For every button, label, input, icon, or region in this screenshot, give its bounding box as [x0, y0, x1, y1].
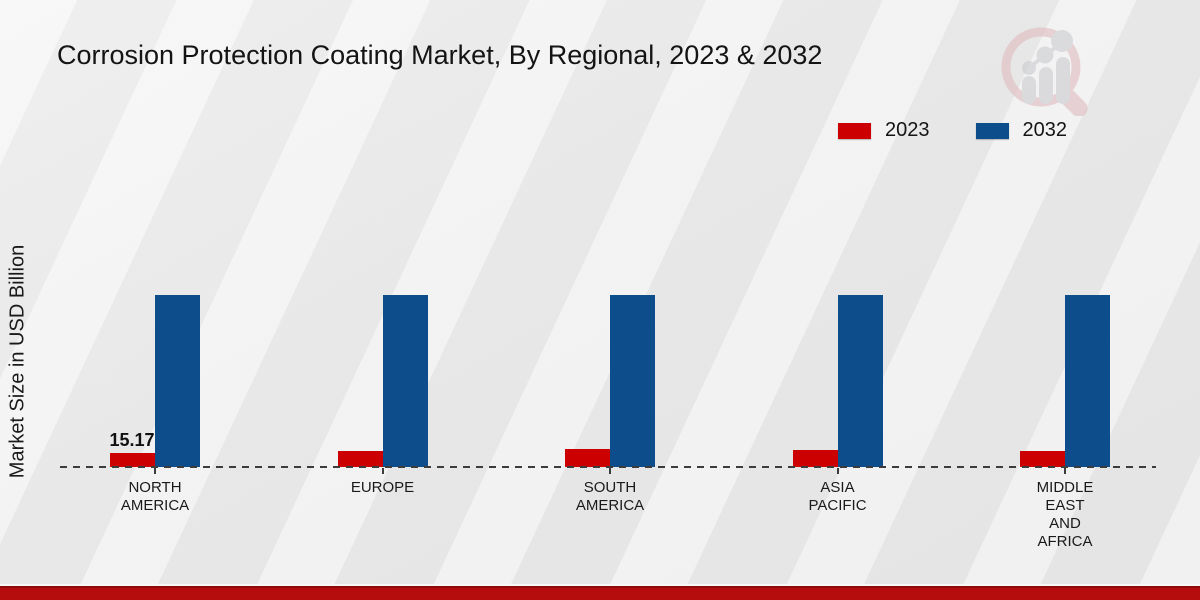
bar-2023-4	[1020, 451, 1065, 467]
category-label-4: MIDDLE EAST AND AFRICA	[1036, 479, 1094, 550]
x-axis-baseline	[60, 466, 1156, 468]
category-label-0: NORTH AMERICA	[120, 479, 190, 514]
bar-2023-3	[792, 450, 838, 467]
bar-2023-2	[565, 449, 610, 467]
bar-2032-3	[837, 295, 883, 467]
legend-label-2032: 2032	[1022, 119, 1068, 141]
category-label-1: EUROPE	[350, 479, 415, 496]
legend-item-2023: 2023	[838, 119, 930, 142]
axis-tick-0	[154, 468, 156, 474]
bar-2023-1	[337, 451, 383, 467]
footer-divider	[0, 584, 1200, 586]
bar-2032-1	[382, 295, 428, 467]
axis-tick-1	[381, 468, 384, 474]
bar-2032-0	[155, 295, 200, 467]
y-axis-label: Market Size in USD Billion	[6, 244, 29, 479]
legend-label-2023: 2023	[885, 119, 930, 141]
legend-item-2032: 2032	[975, 119, 1068, 142]
bar-2032-2	[610, 295, 655, 467]
chart-title: Corrosion Protection Coating Market, By …	[57, 40, 823, 70]
bar-2023-0	[110, 453, 155, 467]
footer-red-strip	[0, 586, 1200, 600]
axis-tick-2	[609, 468, 611, 474]
value-label-0: 15.17	[109, 430, 155, 450]
bar-2032-4	[1065, 295, 1110, 467]
legend-swatch-2023-icon	[838, 122, 871, 139]
category-label-3: ASIA PACIFIC	[808, 479, 867, 514]
axis-tick-4	[1064, 468, 1066, 474]
legend: 2023 2032	[838, 119, 1067, 142]
axis-tick-3	[836, 468, 839, 474]
magnifier-bar-chart-logo-icon	[998, 26, 1090, 121]
legend-swatch-2032-icon	[975, 122, 1009, 139]
category-label-2: SOUTH AMERICA	[575, 479, 645, 514]
